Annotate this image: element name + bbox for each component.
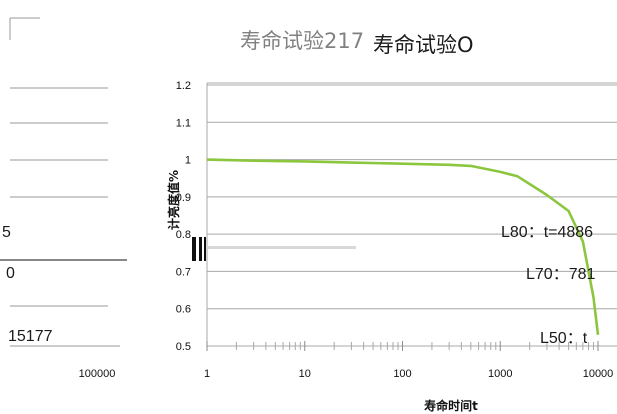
x-tick-label: 100 <box>393 368 411 380</box>
background-fragment: 5 <box>2 224 11 241</box>
x-tick-label: 10 <box>299 368 311 380</box>
x-tick-label: 1000 <box>488 368 512 380</box>
y-tick-label: 0.8 <box>176 229 191 241</box>
x-axis-ticks: 1 10 100 1000 10000 <box>204 341 613 380</box>
annotation-l80: L80：t=4886 <box>501 224 593 241</box>
y-tick-label: 1.2 <box>176 80 191 92</box>
gridlines <box>207 84 617 310</box>
background-fragment: 15177 <box>8 328 53 345</box>
annotation-l70: L70：781 <box>526 266 595 283</box>
y-tick-label: 0.7 <box>176 266 191 278</box>
chart-title: 寿命试验O <box>373 33 474 57</box>
y-axis-title: 计亮度值% <box>166 170 181 230</box>
glitch-bar <box>199 237 202 261</box>
background-chart: 5 0 15177 100000 <box>0 17 127 380</box>
glitch-artifacts <box>192 237 356 261</box>
y-tick-label: 0.9 <box>176 192 191 204</box>
series-line <box>206 158 600 335</box>
glitch-bar <box>192 237 196 261</box>
chart-title-ghost: 寿命试验217 <box>240 29 364 53</box>
y-tick-label: 0.5 <box>176 341 191 353</box>
y-tick-label: 1.1 <box>176 117 191 129</box>
background-x-tick-label: 100000 <box>79 368 116 380</box>
y-tick-label: 1 <box>185 155 191 167</box>
annotation-l50: L50：t <box>540 330 588 347</box>
y-tick-label: 0.6 <box>176 304 191 316</box>
background-fragment: 0 <box>6 265 15 282</box>
series-group <box>206 158 600 335</box>
glitch-bar <box>206 246 356 249</box>
x-axis-title: 寿命时间t <box>424 398 478 413</box>
x-tick-label: 10000 <box>583 368 614 380</box>
annotations: L80：t=4886 L70：781 L50：t <box>501 224 595 347</box>
glitch-bar <box>204 237 206 261</box>
x-tick-label: 1 <box>204 368 210 380</box>
y-axis-ticks: 1.2 1.1 1 0.9 0.8 0.7 0.6 0.5 <box>176 80 191 353</box>
